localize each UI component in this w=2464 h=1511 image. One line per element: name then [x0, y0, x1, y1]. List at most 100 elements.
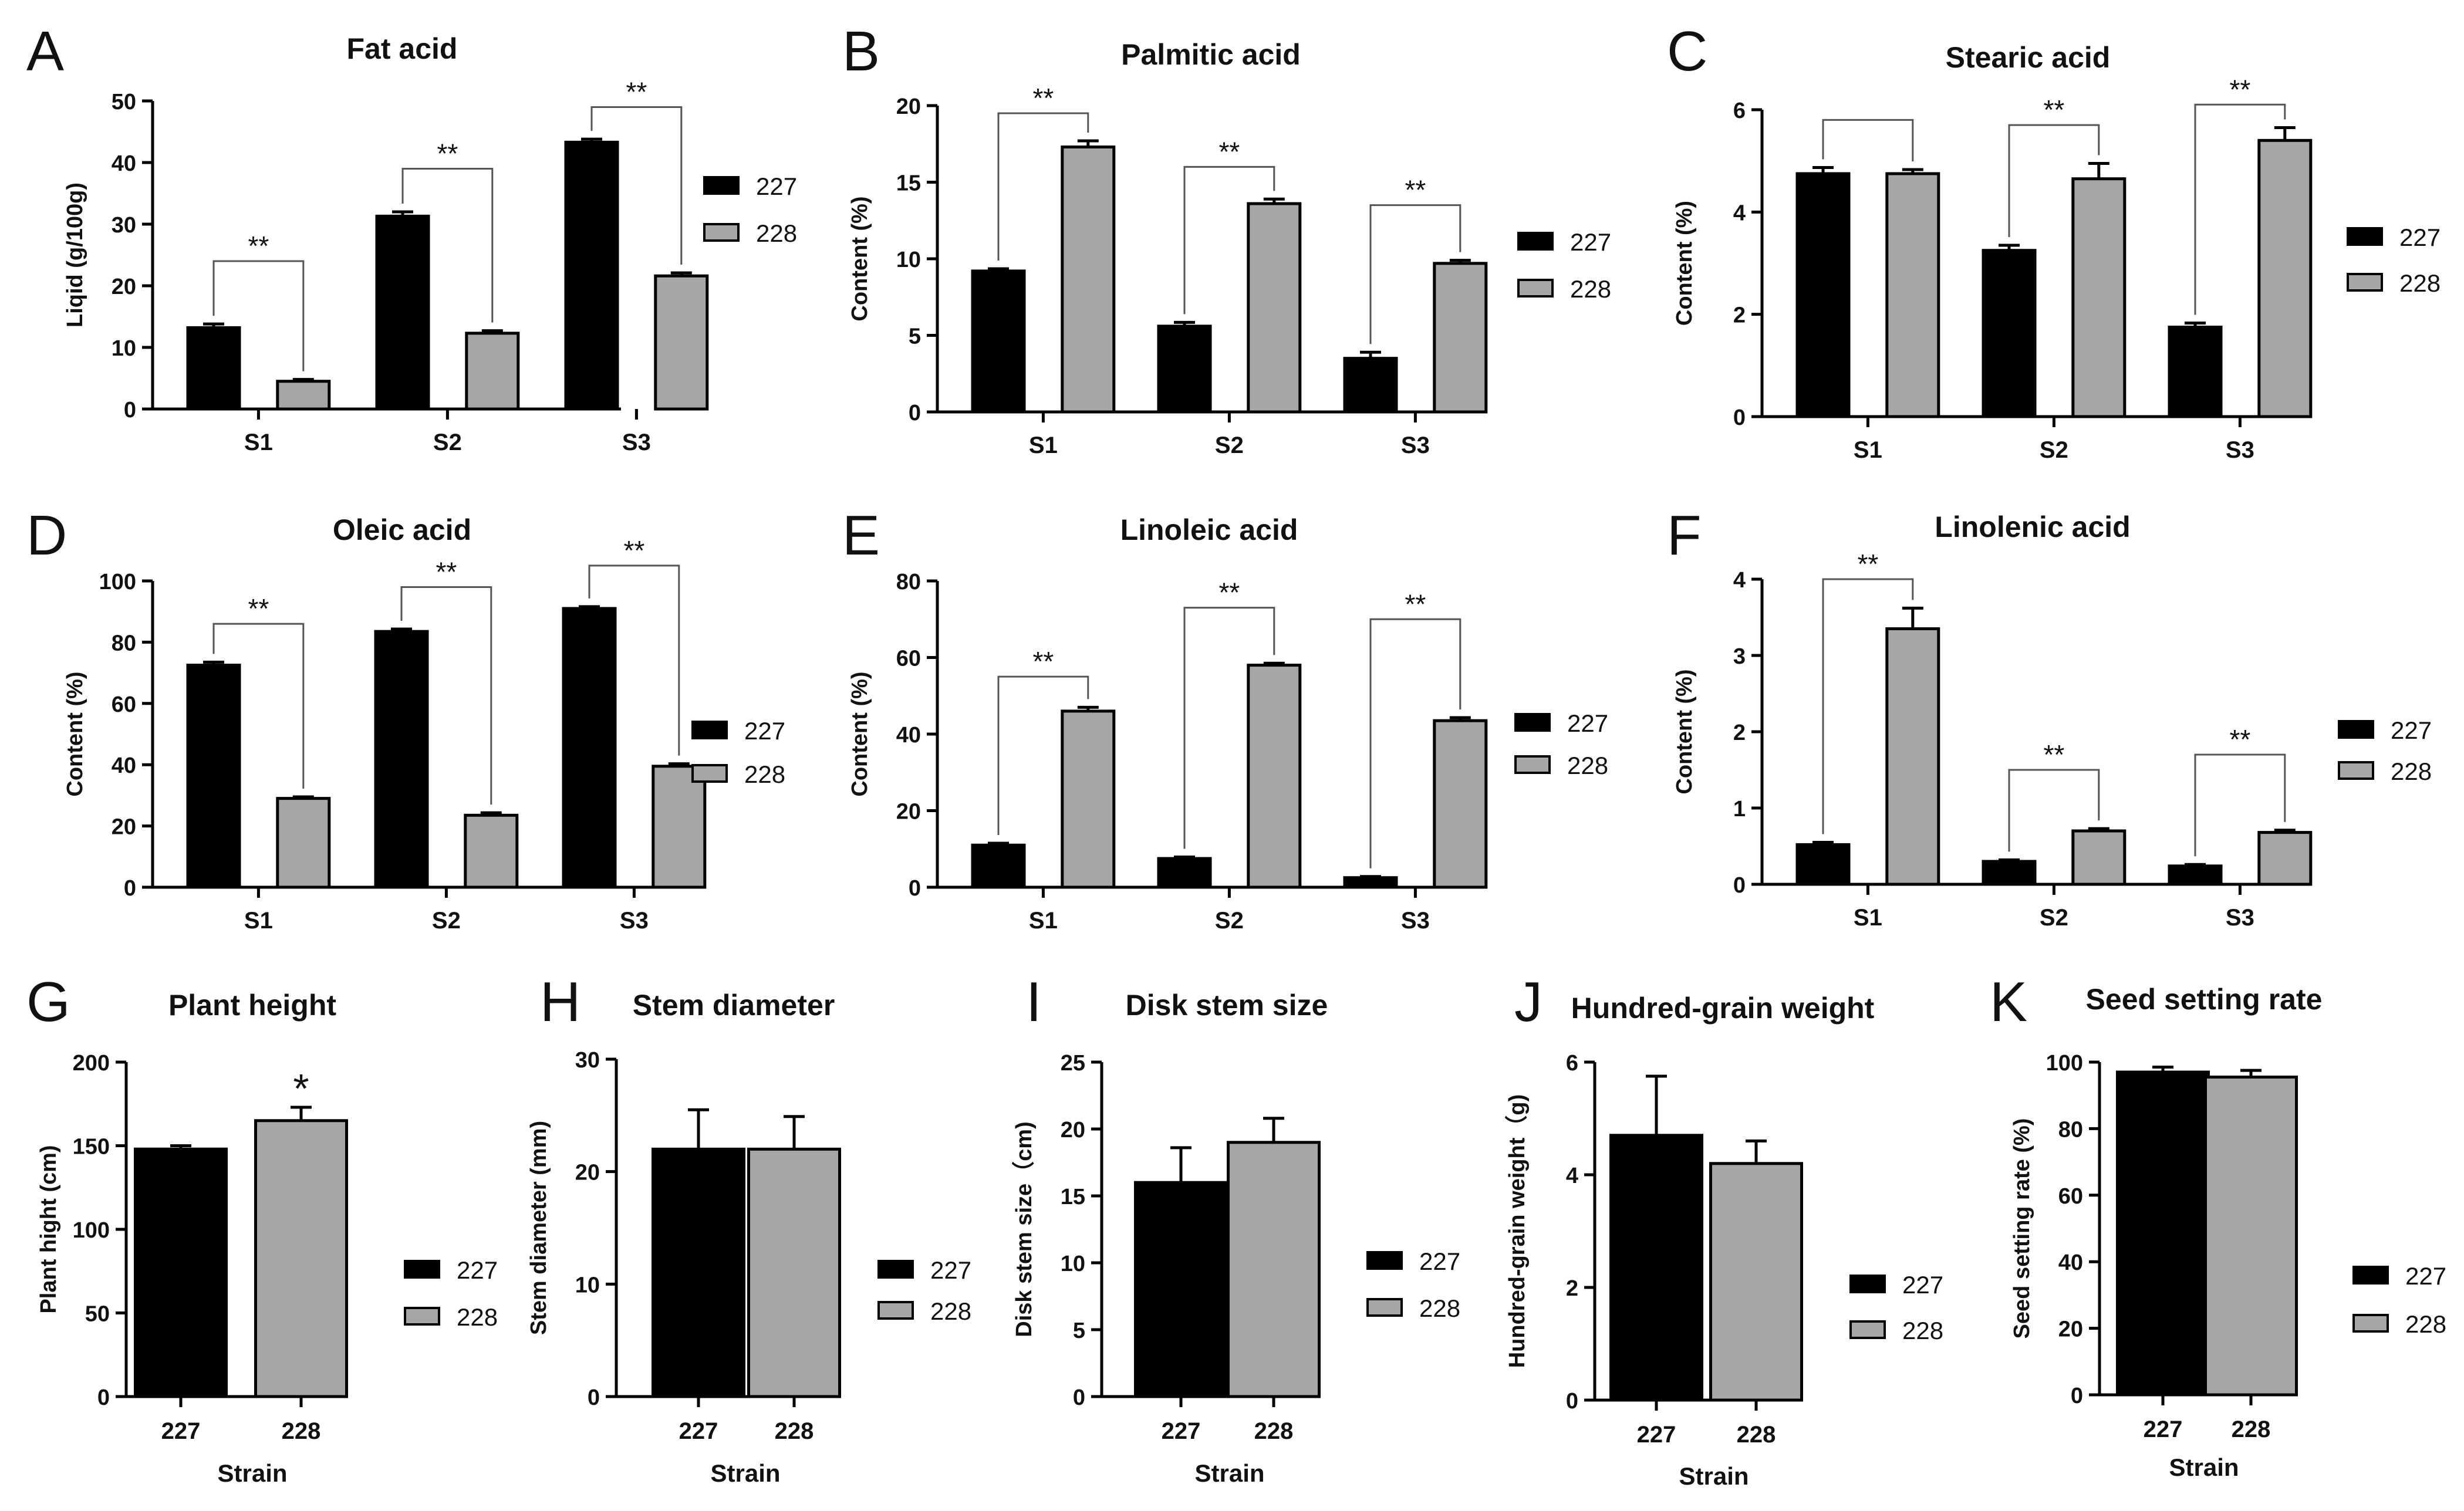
panel-letter: C: [1667, 20, 1707, 83]
significance-bracket: [1369, 618, 1461, 868]
legend-label: 228: [457, 1303, 498, 1331]
y-tick-label: 0: [1566, 1389, 1578, 1414]
y-tick-label: 10: [1061, 1252, 1085, 1276]
legend-swatch-228: [1517, 279, 1554, 298]
bar-228: [1709, 1162, 1803, 1402]
significance-bracket: [2194, 103, 2286, 315]
y-tick-label: 25: [1061, 1051, 1085, 1076]
bar-227: [2116, 1070, 2210, 1397]
legend-label: 228: [744, 760, 785, 788]
x-tick-label: S3: [622, 430, 651, 455]
panel-letter: I: [1026, 971, 1042, 1033]
legend-label: 227: [930, 1256, 971, 1284]
x-tick-label: S2: [432, 908, 461, 934]
x-tick-label: S1: [1854, 437, 1882, 463]
bar-228-s1: [276, 380, 331, 411]
legend-label: 228: [1567, 752, 1608, 779]
legend-label: 228: [2391, 758, 2432, 785]
legend-swatch-227: [1849, 1275, 1886, 1293]
legend-swatch-228: [877, 1301, 914, 1320]
y-axis-label: Liqid (g/100g): [63, 182, 87, 327]
y-tick-label: 3: [1733, 644, 1746, 669]
y-axis-label: Plant hight (cm): [36, 1145, 61, 1313]
bar-227-s2: [1157, 324, 1212, 414]
significance-bracket: [997, 112, 1089, 261]
y-tick-label: 30: [112, 213, 136, 238]
x-tick-label: S2: [1215, 432, 1244, 458]
legend-label: 228: [756, 219, 797, 247]
significance-label: **: [1405, 589, 1426, 619]
bar-227: [652, 1147, 745, 1398]
legend-swatch-228: [1366, 1298, 1403, 1317]
panel-letter: F: [1667, 504, 1702, 567]
bar-228: [254, 1119, 348, 1398]
chart-title: Seed setting rate: [2086, 983, 2323, 1016]
y-tick-label: 100: [99, 570, 136, 594]
legend-label: 228: [2405, 1310, 2446, 1338]
chart-title: Linolenic acid: [1935, 511, 2130, 543]
x-tick-label: S3: [1401, 432, 1430, 458]
legend-swatch-227: [1514, 713, 1551, 732]
y-tick-label: 5: [1073, 1319, 1085, 1343]
y-tick-label: 20: [896, 94, 921, 119]
y-tick-label: 0: [1073, 1385, 1085, 1410]
y-tick-label: 50: [85, 1302, 110, 1327]
bar-228-s1: [1885, 627, 1940, 886]
x-tick-label: S1: [1854, 905, 1882, 931]
significance-label: **: [1032, 83, 1054, 113]
significance-label: **: [1219, 136, 1240, 167]
significance-bracket: [212, 260, 305, 371]
significance-bracket: [1183, 165, 1275, 315]
y-tick-label: 5: [909, 324, 921, 349]
legend-swatch-228: [691, 764, 728, 783]
bar-227-s1: [1795, 843, 1851, 886]
panel-k: K Seed setting rate 0 20 40 60 80 100 Seed setti…: [1990, 971, 2446, 1481]
x-tick-label: 227: [2144, 1417, 2183, 1442]
legend-swatch-227: [2347, 227, 2383, 246]
significance-label: *: [293, 1066, 309, 1111]
y-tick-label: 0: [1733, 405, 1746, 430]
y-tick-label: 0: [1733, 873, 1746, 898]
legend-swatch-228: [703, 223, 740, 242]
x-tick-label: S2: [2040, 905, 2068, 931]
significance-bracket: [400, 586, 492, 805]
y-tick-label: 2: [1733, 303, 1746, 328]
legend-swatch-227: [691, 721, 728, 739]
y-tick-label: 6: [1566, 1051, 1578, 1076]
y-axis-label: Disk stem size（cm): [1012, 1121, 1037, 1337]
x-tick-label: 227: [161, 1418, 201, 1444]
y-tick-label: 0: [124, 398, 136, 422]
x-axis-label: Strain: [217, 1459, 287, 1487]
y-tick-label: 40: [2058, 1250, 2083, 1275]
bar-227-s3: [562, 607, 617, 889]
bar-228-s3: [652, 765, 707, 889]
y-tick-label: 80: [896, 570, 921, 594]
legend-swatch-227: [1517, 232, 1554, 251]
y-tick-label: 20: [112, 815, 136, 840]
chart-title: Palmitic acid: [1121, 38, 1301, 71]
significance-label: **: [1219, 577, 1240, 608]
legend-label: 228: [1419, 1294, 1460, 1322]
significance-label: **: [623, 535, 644, 566]
bar-227-s1: [971, 269, 1026, 414]
significance-label: **: [1405, 175, 1426, 205]
panel-j: J Hundred-grain weight 0 2 4 6 Hundred-grain w…: [1505, 971, 1943, 1490]
significance-label: **: [248, 231, 269, 261]
significance-label: **: [2229, 724, 2250, 755]
bar-227: [1134, 1181, 1228, 1398]
panel-letter: G: [26, 971, 70, 1033]
bar-228-s2: [1247, 664, 1302, 889]
chart-title: Stearic acid: [1946, 41, 2111, 74]
y-tick-label: 100: [2046, 1051, 2083, 1076]
bar-227-s2: [374, 630, 429, 889]
bar-227: [1609, 1134, 1703, 1402]
y-tick-label: 20: [2058, 1317, 2083, 1342]
y-tick-label: 20: [896, 800, 921, 824]
bar-227: [134, 1147, 228, 1398]
legend-swatch-228: [2352, 1314, 2389, 1333]
x-tick-label: 227: [679, 1418, 718, 1444]
bar-228-s1: [276, 797, 331, 889]
x-tick-label: S2: [433, 430, 462, 455]
significance-bracket: [2008, 769, 2100, 852]
x-axis-label: Strain: [2169, 1453, 2239, 1481]
